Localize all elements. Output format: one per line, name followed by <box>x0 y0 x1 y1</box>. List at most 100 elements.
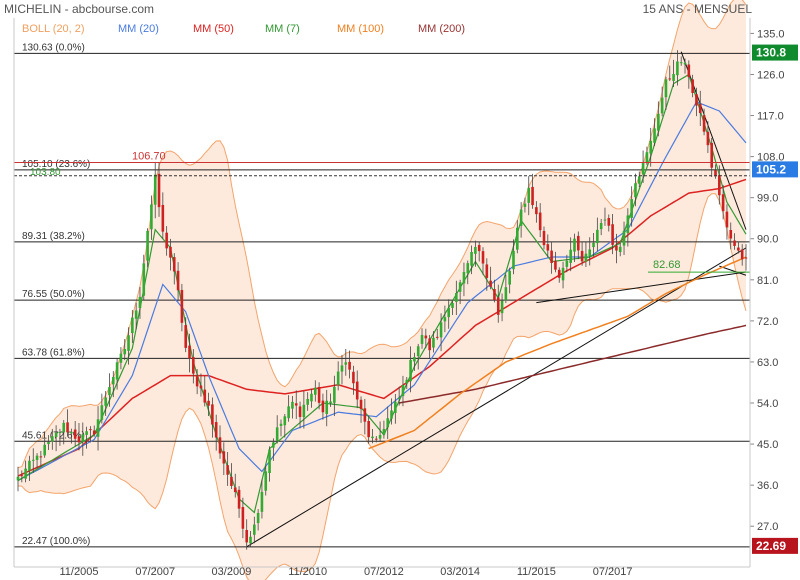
candle-body <box>237 489 241 509</box>
candle <box>207 392 210 416</box>
price-badge-high: 130.8 <box>752 44 798 61</box>
candle <box>390 398 393 425</box>
candle <box>47 435 50 451</box>
candle <box>542 226 546 250</box>
fibonacci-level-label: 63.78 (61.8%) <box>22 347 85 358</box>
candle-body <box>272 442 275 448</box>
candle <box>169 238 172 271</box>
candle-body <box>371 436 374 439</box>
candle-body <box>233 487 237 493</box>
candle-body <box>413 356 416 362</box>
candle-body <box>157 173 161 208</box>
candle <box>626 208 630 247</box>
candle <box>355 370 359 409</box>
candle-body <box>569 249 572 263</box>
candle <box>508 267 511 294</box>
candle-body <box>268 449 271 474</box>
trendline-1 <box>246 247 747 548</box>
candle <box>226 451 229 486</box>
candle-body <box>363 408 367 422</box>
candle-body <box>188 345 191 359</box>
candle <box>134 302 138 330</box>
candle-body <box>683 62 687 65</box>
candle <box>363 398 367 435</box>
candle-body <box>618 246 622 253</box>
candle-body <box>161 204 165 232</box>
candle-body <box>424 335 428 339</box>
y-tick-label: 63.0 <box>757 357 778 369</box>
candle-body <box>489 280 492 287</box>
candle-body <box>180 289 184 323</box>
candle <box>470 245 473 275</box>
mm7-line <box>17 73 747 514</box>
candle-body <box>462 271 466 284</box>
candle-body <box>51 436 54 442</box>
candle-body <box>485 264 489 278</box>
candle-body <box>470 252 473 266</box>
candle <box>298 401 302 429</box>
x-tick-label: 03/2014 <box>440 566 480 578</box>
candle-body <box>283 416 287 426</box>
candle <box>592 233 595 257</box>
candle <box>123 339 127 361</box>
candle-body <box>725 211 729 228</box>
candle-body <box>192 357 195 374</box>
candle-body <box>409 359 412 382</box>
candle-body <box>355 381 359 400</box>
candle <box>428 334 431 359</box>
candle <box>462 262 466 297</box>
candle-body <box>275 427 279 441</box>
candle <box>24 460 27 483</box>
candle <box>523 197 527 213</box>
candle <box>512 239 515 275</box>
candle-body <box>653 128 656 143</box>
y-tick-label: 81.0 <box>757 275 778 287</box>
candle <box>230 463 233 490</box>
fibonacci-level-label: 76.55 (50.0%) <box>22 289 85 300</box>
candle-body <box>16 476 20 481</box>
candle <box>687 60 691 89</box>
candle-body <box>39 456 43 458</box>
candle-body <box>691 79 694 93</box>
candle-body <box>222 451 226 464</box>
candle <box>157 162 161 217</box>
candle <box>679 56 683 66</box>
mm200-line <box>399 324 747 404</box>
candle-body <box>496 297 500 315</box>
candle <box>695 87 698 117</box>
candle-body <box>596 229 599 244</box>
candle-body <box>218 437 222 454</box>
candle <box>455 280 458 316</box>
candle <box>51 428 54 450</box>
candle <box>35 453 39 469</box>
support-label-103-80: 103.80 <box>30 167 61 178</box>
candle-body <box>420 335 424 344</box>
price-badge-label: 22.69 <box>756 539 786 553</box>
candle-body <box>207 400 210 406</box>
candle-body <box>138 296 142 308</box>
y-tick-label: 90.0 <box>757 234 778 246</box>
candle <box>485 258 489 291</box>
bollinger-upper-line <box>17 0 747 469</box>
candle-body <box>523 203 527 207</box>
price-badge-label: 105.2 <box>756 162 786 176</box>
candle <box>20 470 24 483</box>
candle <box>466 260 470 285</box>
candle <box>150 195 153 240</box>
candle-body <box>77 436 81 443</box>
candle-body <box>626 215 630 234</box>
candle <box>317 382 321 410</box>
candle <box>615 233 618 264</box>
candle <box>588 237 592 266</box>
candle-body <box>241 507 245 529</box>
candle <box>39 450 43 468</box>
candle <box>702 108 706 136</box>
candle <box>344 348 348 376</box>
candle <box>637 171 641 188</box>
candle-body <box>96 419 100 437</box>
candle <box>260 479 264 519</box>
price-badge-low: 22.69 <box>752 537 798 554</box>
candle <box>584 241 588 267</box>
